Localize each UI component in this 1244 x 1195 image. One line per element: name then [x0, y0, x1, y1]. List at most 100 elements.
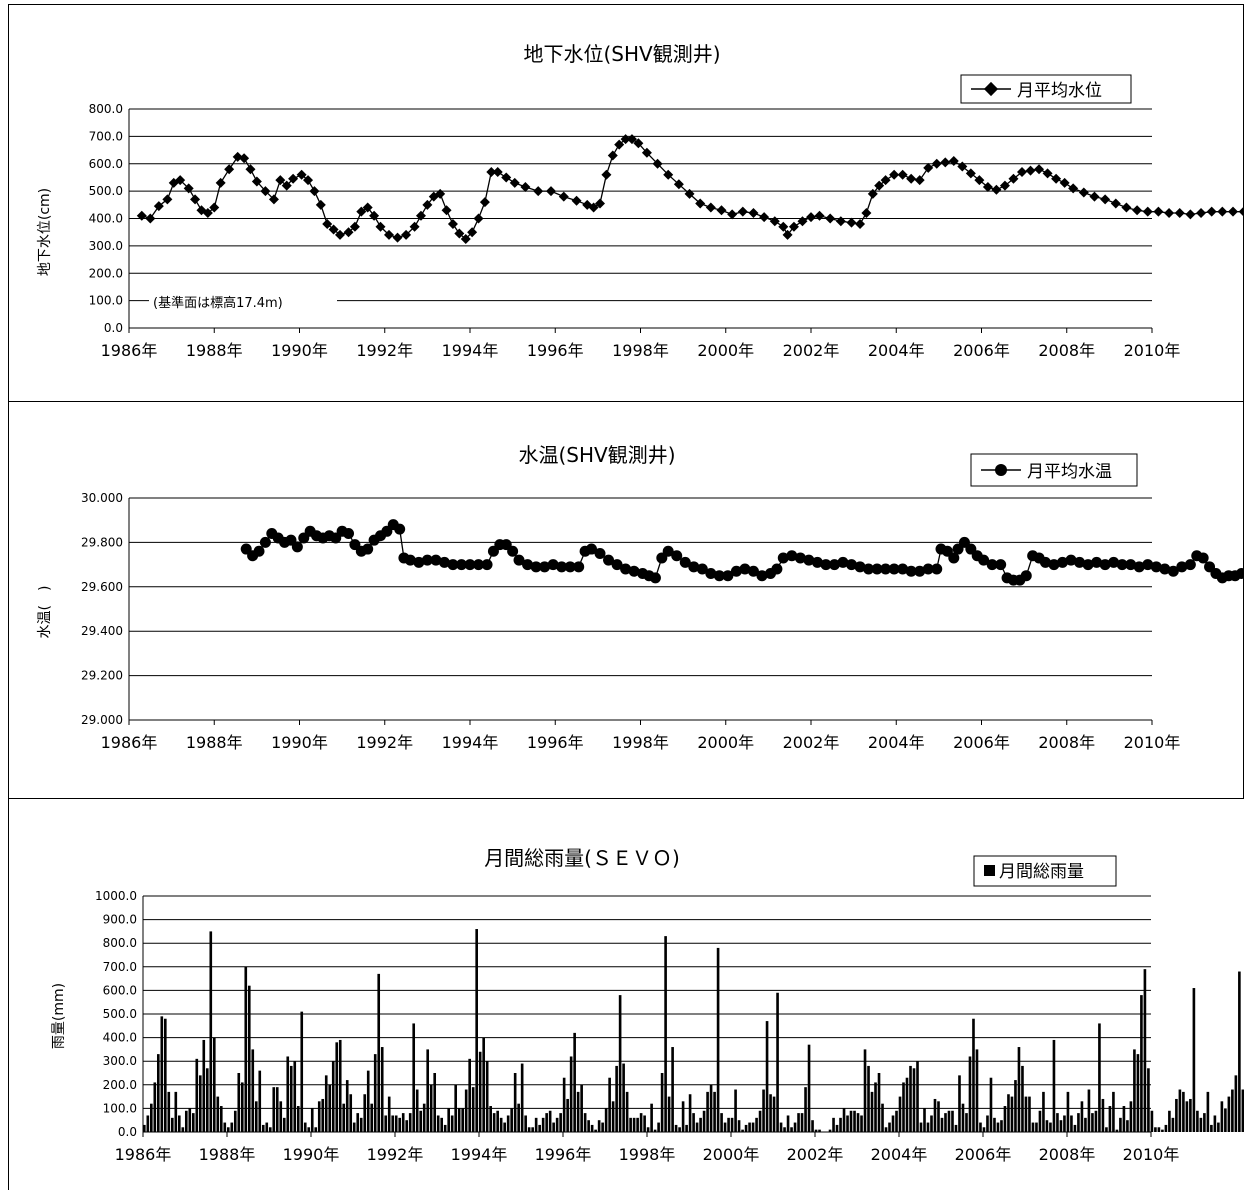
data-point-circle — [722, 570, 734, 582]
y-tick-label: 29.600 — [81, 580, 123, 594]
data-point-circle — [914, 565, 926, 577]
data-point-circle — [888, 563, 900, 575]
rainfall-bar — [954, 1124, 958, 1132]
data-point-diamond — [441, 205, 452, 216]
rainfall-bar — [975, 1049, 979, 1132]
data-point-diamond — [447, 218, 458, 229]
legend-label: 月平均水温 — [1027, 462, 1112, 482]
rainfall-bar — [1073, 1124, 1077, 1132]
data-point-diamond — [209, 202, 220, 213]
rainfall-bar — [181, 1127, 185, 1132]
rainfall-bar — [223, 1122, 227, 1132]
rainfall-bar — [1021, 1065, 1024, 1132]
rainfall-bar — [268, 1127, 272, 1132]
rainfall-bar — [695, 1122, 699, 1132]
rainfall-bar — [559, 1113, 562, 1132]
rainfall-bar — [310, 1108, 314, 1132]
rainfall-bar — [926, 1122, 930, 1132]
data-point-diamond — [162, 194, 173, 205]
rainfall-bar — [510, 1108, 513, 1132]
rainfall-bar — [545, 1113, 548, 1132]
data-point-circle — [1125, 559, 1137, 571]
data-point-circle — [730, 565, 742, 577]
data-point-diamond — [486, 166, 497, 177]
y-axis-label: 地下水位(cm) — [37, 188, 53, 276]
data-point-diamond — [999, 180, 1010, 191]
x-tick-label: 2002年 — [787, 1145, 844, 1164]
data-point-diamond — [349, 221, 360, 232]
chart-title: 地下水位(SHV観測井) — [523, 42, 720, 66]
rainfall-bar — [797, 1113, 800, 1132]
rainfall-bar — [625, 1091, 629, 1132]
data-point-diamond — [1142, 206, 1153, 217]
data-point-circle — [522, 559, 534, 571]
rainfall-bar — [405, 1120, 409, 1132]
data-point-diamond — [245, 164, 256, 175]
x-tick-label: 2004年 — [868, 341, 925, 360]
data-point-diamond — [309, 186, 320, 197]
data-point-circle — [803, 554, 815, 566]
rainfall-bar — [317, 1101, 321, 1132]
data-point-diamond — [1016, 166, 1027, 177]
rainfall-bar — [1101, 1098, 1105, 1132]
data-point-diamond — [343, 227, 354, 238]
rainfall-bar — [531, 1127, 534, 1132]
rainfall-bar — [688, 1094, 692, 1132]
rainfall-bar — [751, 1122, 755, 1132]
rainfall-bar — [933, 1098, 937, 1132]
rainfall-bar — [198, 1075, 202, 1132]
data-point-diamond — [778, 221, 789, 232]
rainfall-bar — [492, 1113, 496, 1132]
data-point-circle — [747, 565, 759, 577]
data-point-diamond — [759, 212, 770, 223]
rainfall-bar — [1175, 1098, 1178, 1132]
rainfall-bar — [986, 1115, 989, 1132]
rainfall-bar — [548, 1110, 552, 1132]
rainfall-bar — [1199, 1117, 1203, 1132]
series-line — [141, 138, 1244, 240]
data-point-diamond — [1153, 206, 1164, 217]
data-point-diamond — [982, 182, 993, 193]
data-point-circle — [1074, 556, 1086, 568]
rainfall-bar — [202, 1039, 206, 1132]
rainfall-bar — [916, 1061, 919, 1132]
data-point-circle — [1020, 570, 1032, 582]
rainfall-bar — [401, 1113, 405, 1132]
rainfall-bar — [429, 1084, 433, 1132]
data-point-diamond — [1068, 183, 1079, 194]
data-point-diamond — [716, 205, 727, 216]
data-point-circle — [922, 563, 934, 575]
gridlines — [142, 895, 1151, 1133]
rainfall-bar — [583, 1113, 587, 1132]
rainfall-bar — [356, 1113, 360, 1132]
rainfall-bar — [1192, 988, 1196, 1132]
data-point-circle — [507, 545, 519, 557]
chart-legend: 月間総雨量 — [973, 855, 1117, 887]
rainfall-bar — [702, 1110, 706, 1132]
rainfall-bar — [443, 1124, 447, 1132]
data-point-circle — [713, 570, 725, 582]
rainfall-bar — [643, 1115, 646, 1132]
rainfall-bar — [863, 1049, 867, 1132]
rainfall-bar — [380, 1047, 384, 1132]
rainfall-bar — [1126, 1120, 1129, 1132]
rainfall-bar — [233, 1110, 237, 1132]
rainfall-bar — [615, 1065, 618, 1132]
data-point-circle — [447, 559, 459, 571]
rainfall-bar — [898, 1096, 902, 1132]
data-point-circle — [594, 548, 606, 559]
data-point-diamond — [974, 175, 985, 186]
x-tick-label: 2006年 — [953, 733, 1010, 752]
y-tick-label: 200.0 — [103, 1078, 137, 1092]
rainfall-bar — [930, 1115, 933, 1132]
rainfall-bar — [923, 1108, 926, 1132]
data-point-diamond — [454, 228, 465, 239]
rainfall-bar — [143, 1124, 146, 1132]
rainfall-bar — [793, 1122, 797, 1132]
annotation-text: (基準面は標高17.4m) — [153, 295, 283, 311]
data-point-diamond — [356, 206, 367, 217]
rainfall-bar — [328, 1084, 332, 1132]
groundwater-chart-panel: 地下水位(SHV観測井) 月平均水位 地下水位(cm) 0.0 100.0 200.… — [8, 4, 1244, 402]
rainfall-bar — [464, 1089, 468, 1132]
rainfall-bar — [1129, 1101, 1133, 1132]
